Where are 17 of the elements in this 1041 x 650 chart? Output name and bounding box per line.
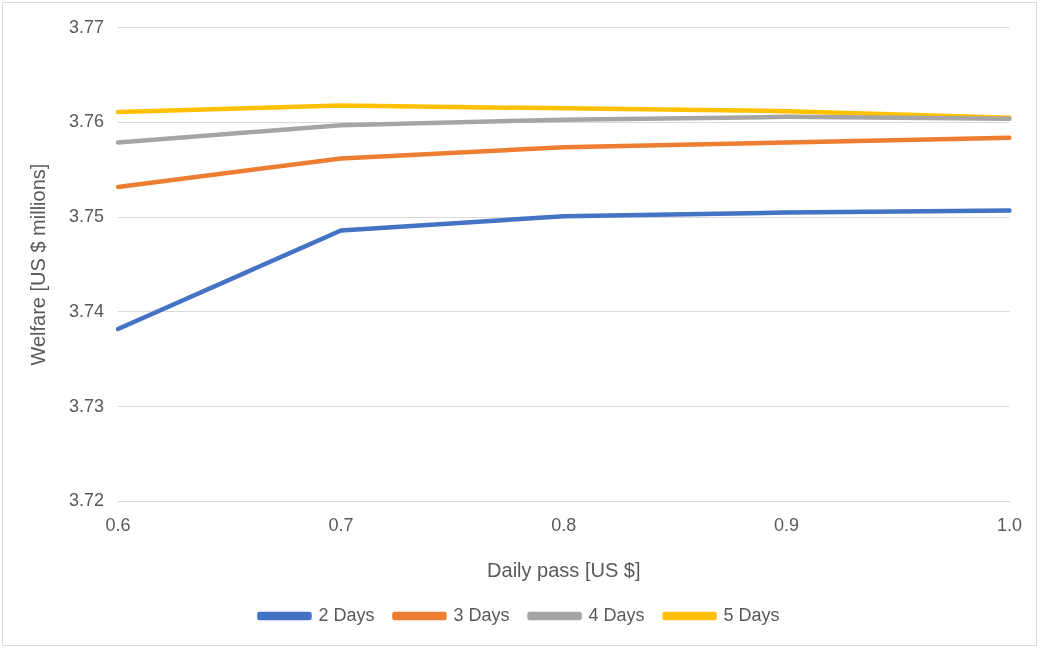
y-tick-label: 3.77	[68, 16, 105, 37]
y-tick-label: 3.72	[68, 490, 105, 511]
legend-label: 5 Days	[723, 604, 780, 625]
x-tick-label: 0.9	[774, 515, 800, 536]
legend-label: 2 Days	[318, 604, 375, 625]
y-axis-title: Welfare [US $ millions]	[26, 163, 49, 366]
x-tick-label: 1.0	[996, 515, 1022, 536]
x-tick-label: 0.6	[105, 515, 131, 536]
x-tick-label: 0.8	[551, 515, 577, 536]
y-tick-label: 3.73	[68, 395, 105, 416]
x-tick-label: 0.7	[328, 515, 354, 536]
x-axis-title: Daily pass [US $]	[487, 558, 641, 581]
y-tick-label: 3.74	[68, 300, 105, 321]
y-tick-label: 3.76	[68, 111, 105, 132]
legend-label: 3 Days	[453, 604, 510, 625]
legend-label: 4 Days	[588, 604, 645, 625]
y-tick-label: 3.75	[68, 206, 105, 227]
